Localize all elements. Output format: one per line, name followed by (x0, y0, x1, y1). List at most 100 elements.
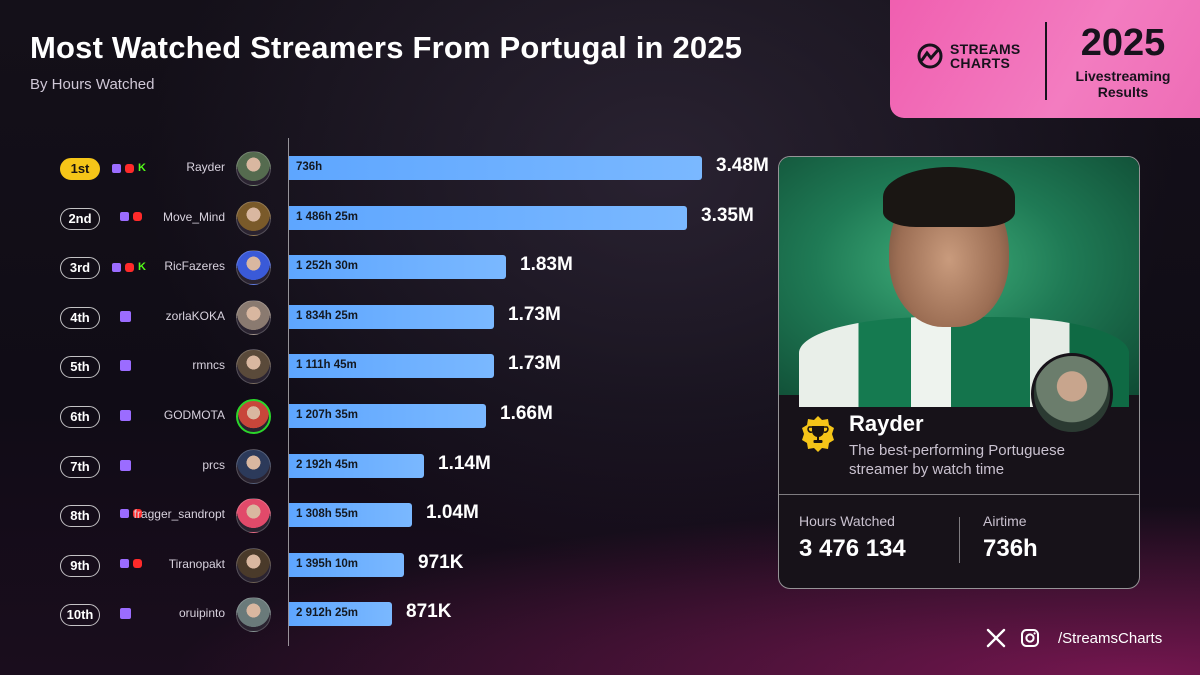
rank-badge: 5th (60, 356, 100, 379)
trophy-icon (802, 416, 834, 452)
streamer-avatar (236, 399, 271, 434)
value-label: 971K (418, 551, 464, 573)
bar (289, 354, 494, 379)
rank-badge: 2nd (60, 207, 100, 230)
rank-badge: 10th (60, 604, 100, 627)
value-label: 3.35M (701, 204, 754, 226)
streamer-avatar (236, 448, 271, 484)
streamer-name: GODMOTA (163, 408, 225, 422)
value-label: 1.73M (508, 303, 561, 325)
bar (289, 205, 687, 230)
streamer-row: 9th Tiranopakt 1 395h 10m 971K (0, 545, 780, 585)
badge-line-1: Livestreaming (1075, 68, 1171, 84)
bar (289, 552, 404, 577)
twitch-icon (120, 558, 129, 568)
youtube-icon (133, 509, 142, 519)
streamer-row: 4th zorlaKOKA 1 834h 25m 1.73M (0, 297, 780, 337)
platform-icons: K (112, 261, 148, 273)
streamer-avatar (1031, 353, 1113, 435)
rank-badge: 6th (60, 406, 100, 428)
bar (289, 255, 506, 280)
youtube-icon (125, 262, 134, 272)
streamer-avatar (236, 349, 271, 385)
value-label: 1.73M (508, 353, 561, 375)
rank-badge: 1st (60, 158, 100, 180)
streamer-row: 8th fragger_sandropt 1 308h 55m 1.04M (0, 495, 780, 535)
streamer-name: Rayder (186, 160, 225, 174)
youtube-icon (125, 163, 134, 173)
youtube-icon (133, 558, 142, 568)
badge-divider (1045, 22, 1047, 100)
stat-separator (959, 517, 960, 563)
rank-badge: 9th (60, 554, 100, 577)
streamer-name: Tiranopakt (168, 556, 225, 571)
streamer-row: 5th rmncs 1 111h 45m 1.73M (0, 346, 780, 386)
top-streamer-panel: Rayder The best-performing Portuguese st… (778, 156, 1140, 589)
platform-icons (120, 360, 131, 372)
badge-line-2: Results (1097, 84, 1149, 100)
streamer-row: 2nd Move_Mind 1 486h 25m 3.35M (0, 198, 780, 238)
bar (289, 404, 486, 428)
panel-divider (779, 494, 1139, 495)
instagram-icon[interactable] (1020, 628, 1040, 648)
platform-icons (120, 558, 142, 568)
streamer-row: 10th oruipinto 2 912h 25m 871K (0, 594, 780, 634)
youtube-icon (133, 211, 142, 221)
value-label: 3.48M (716, 155, 769, 176)
page-title: Most Watched Streamers From Portugal in … (30, 30, 743, 65)
platform-icons (120, 608, 131, 620)
bar (289, 602, 392, 627)
platform-icons (120, 509, 142, 519)
rank-badge: 4th (60, 306, 100, 329)
airtime-label: 1 252h 30m (296, 260, 359, 273)
streamer-name: zorlaKOKA (165, 308, 225, 323)
platform-icons (120, 211, 142, 221)
streamer-name: RicFazeres (164, 259, 225, 274)
streamer-avatar (236, 547, 271, 583)
x-icon[interactable] (986, 628, 1006, 648)
value-label: 1.83M (520, 254, 573, 276)
bar (289, 453, 424, 478)
twitch-icon (120, 360, 131, 372)
rank-badge: 8th (60, 505, 100, 528)
streamer-avatar (236, 299, 271, 335)
streamer-name: oruipinto (178, 606, 225, 621)
twitch-icon (120, 459, 131, 471)
streamer-name: Move_Mind (162, 209, 225, 224)
streamer-row: 1st K Rayder 736h 3.48M (0, 148, 780, 188)
twitch-icon (112, 262, 121, 272)
twitch-icon (120, 410, 131, 421)
streamer-name: prcs (202, 457, 225, 472)
hours-watched-value: 3 476 134 (799, 535, 906, 562)
airtime-label: 1 207h 35m (296, 409, 359, 421)
bar (289, 503, 412, 528)
streamer-row: 6th GODMOTA 1 207h 35m 1.66M (0, 396, 780, 436)
airtime-label: 2 192h 45m (296, 458, 359, 471)
streamer-name: rmncs (192, 358, 225, 373)
platform-icons: K (112, 162, 148, 174)
value-label: 1.04M (426, 502, 479, 524)
brand-line-2: CHARTS (950, 55, 1011, 71)
social-handle[interactable]: /StreamsCharts (1058, 629, 1163, 647)
highlight-name: Rayder (849, 411, 924, 436)
platform-icons (120, 459, 131, 471)
twitch-icon (120, 509, 129, 519)
results-badge: STREAMS CHARTS 2025 Livestreaming Result… (890, 0, 1200, 118)
photo-hair (883, 167, 1015, 227)
streamer-name: fragger_sandropt (133, 507, 225, 522)
rank-badge: 3rd (60, 257, 100, 280)
streamer-row: 7th prcs 2 192h 45m 1.14M (0, 446, 780, 486)
streamer-avatar (236, 498, 271, 534)
streams-charts-logo-icon (917, 43, 943, 69)
value-label: 1.66M (500, 403, 553, 424)
chart-axis-line (288, 138, 289, 646)
streamer-row: 3rd K RicFazeres 1 252h 30m 1.83M (0, 247, 780, 287)
airtime-label: 1 111h 45m (296, 359, 357, 372)
airtime-label: Airtime (983, 513, 1027, 529)
twitch-icon (120, 310, 131, 322)
badge-year: 2025 (1080, 22, 1166, 64)
value-label: 1.14M (438, 452, 491, 474)
highlight-description: The best-performing Portuguese streamer … (849, 442, 1065, 478)
airtime-label: 1 486h 25m (296, 210, 359, 223)
platform-icons (120, 410, 131, 421)
